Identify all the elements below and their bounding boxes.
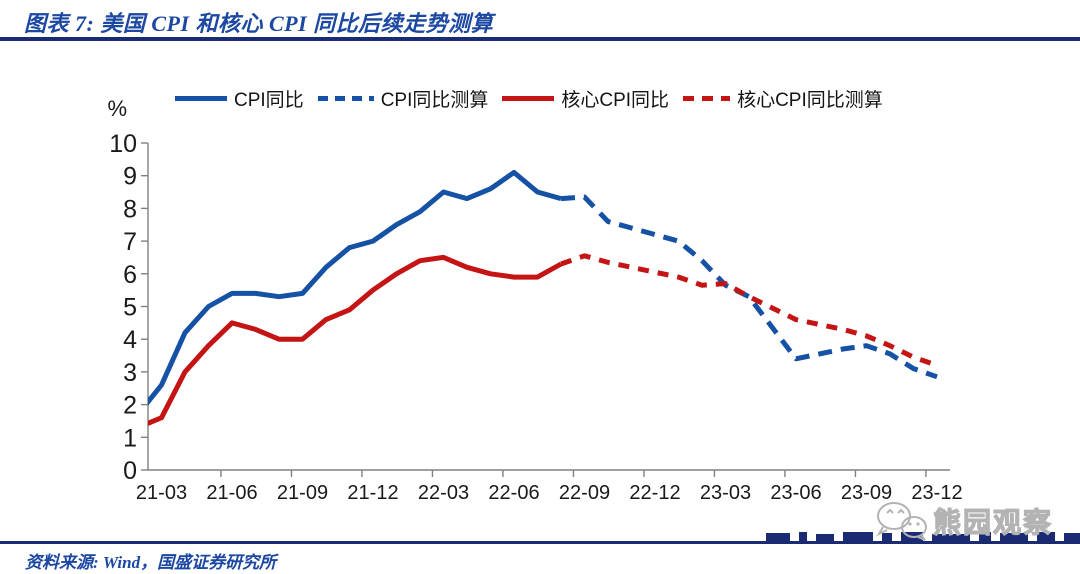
chart-title: 图表 7: 美国 CPI 和核心 CPI 同比后续走势测算 [24, 11, 494, 36]
x-tick-label: 23-06 [770, 482, 821, 504]
axis-line [147, 143, 950, 471]
x-tick-label: 21-06 [206, 482, 257, 504]
series-line-2 [560, 194, 938, 380]
series-line-3 [148, 254, 563, 427]
legend-item-4: 核心CPI同比测算 [683, 85, 883, 112]
bottom-divider [0, 541, 1080, 544]
y-tick-label: 2 [123, 392, 137, 420]
x-tick-label: 21-09 [277, 482, 328, 504]
x-tick-label: 22-06 [488, 482, 539, 504]
x-tick-label: 21-12 [347, 482, 398, 504]
legend-item-3: 核心CPI同比 [502, 85, 669, 112]
legend-label: CPI同比测算 [380, 90, 489, 111]
y-tick-label: 9 [123, 163, 137, 191]
source-note: 资料来源: Wind，国盛证券研究所 [25, 553, 277, 572]
watermark: 熊园观察 [874, 500, 1053, 542]
x-tick-label: 23-09 [841, 482, 892, 504]
legend-label: 核心CPI同比 [561, 90, 670, 111]
top-divider [0, 37, 1080, 41]
series-line-1 [148, 169, 562, 406]
chart-series [148, 169, 938, 427]
legend-item-1: CPI同比 [175, 85, 304, 112]
x-tick-label: 21-03 [136, 482, 187, 504]
y-tick-label: 0 [123, 457, 137, 485]
x-tick-label: 22-03 [418, 482, 469, 504]
legend-dashed-line-swatch [683, 96, 731, 101]
x-tick-label: 22-09 [559, 482, 610, 504]
y-tick-label: 3 [123, 359, 137, 387]
legend-dashed-line-swatch [317, 96, 374, 101]
watermark-label: 熊园观察 [932, 507, 1054, 539]
series-line-4 [560, 253, 938, 368]
y-axis-unit-label: % [107, 96, 127, 121]
x-tick-label: 22-12 [629, 482, 680, 504]
x-tick-label: 23-12 [911, 482, 962, 504]
legend-solid-line-swatch [502, 96, 555, 101]
legend-item-2: CPI同比测算 [317, 85, 489, 112]
chart-axes: 0 1 2 3 4 5 6 7 8 9 10 21-03 21-06 21-09 21-12 22-03 22-… [109, 130, 962, 504]
legend-label: 核心CPI同比测算 [737, 90, 883, 111]
legend-solid-line-swatch [175, 96, 227, 101]
y-tick-label: 4 [123, 326, 137, 354]
y-tick-label: 5 [123, 294, 137, 322]
wechat-icon [876, 502, 927, 541]
y-tick-label: 6 [123, 261, 137, 289]
y-tick-label: 10 [109, 130, 137, 158]
x-tick-label: 23-03 [700, 482, 751, 504]
legend-label: CPI同比 [234, 90, 304, 111]
y-tick-label: 7 [123, 228, 137, 256]
y-tick-label: 1 [123, 424, 137, 452]
chart-legend: CPI同比 CPI同比测算 核心CPI同比 核心CPI同比测算 [175, 85, 883, 112]
y-tick-label: 8 [123, 195, 137, 223]
